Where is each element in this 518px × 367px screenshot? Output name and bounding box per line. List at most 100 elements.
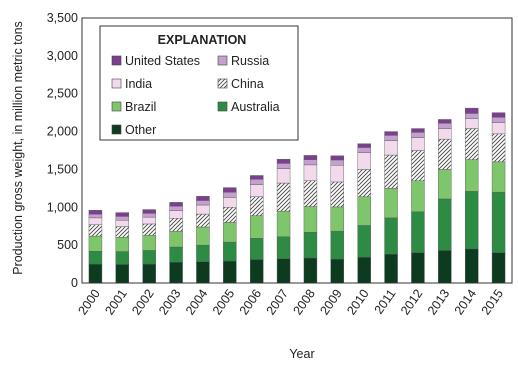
bar-segment	[169, 261, 183, 284]
bar-segment	[169, 230, 183, 248]
bar-segment	[438, 119, 452, 124]
bar-segment	[142, 213, 156, 218]
bar-segment	[249, 179, 264, 185]
bar-segment	[249, 175, 264, 180]
bar-segment	[384, 135, 398, 141]
legend-label: Other	[125, 123, 156, 137]
bar-segment	[491, 133, 506, 163]
bar-segment	[464, 118, 479, 129]
bar-segment	[88, 210, 103, 215]
x-tick-label: 2006	[237, 287, 264, 318]
bar-segment	[115, 251, 130, 265]
bar-segment	[276, 182, 291, 212]
bar-segment	[276, 168, 291, 184]
bar-segment	[438, 123, 452, 129]
y-tick-label: 1,000	[47, 200, 78, 214]
bar-segment	[142, 235, 156, 251]
bar-segment	[411, 180, 425, 213]
bar-segment	[223, 241, 237, 262]
x-tick-label: 2014	[452, 287, 479, 318]
bar-segment	[169, 218, 183, 232]
x-tick-label: 2005	[210, 287, 237, 318]
bar-segment	[438, 128, 452, 140]
bar-segment	[142, 209, 156, 214]
bar-segment	[491, 252, 506, 284]
bar-segment	[223, 197, 237, 208]
x-axis-ticks: 2000 2001 2002 2003 2004 2005 2006 2007 2008 2009…	[75, 287, 506, 318]
bar-segment	[330, 159, 345, 166]
legend-label: Russia	[231, 54, 269, 68]
bar-segment	[411, 132, 425, 138]
bar-segment	[115, 219, 130, 227]
legend-swatch	[111, 124, 122, 135]
y-tick-label: 2,500	[47, 87, 78, 101]
y-tick-label: 3,000	[47, 49, 78, 63]
bar-segment	[276, 258, 291, 284]
x-tick-label: 2011	[372, 287, 399, 317]
x-tick-label: 2002	[129, 287, 156, 318]
bar-segment	[411, 150, 425, 181]
bar-segment	[276, 163, 291, 169]
bar-segment	[384, 188, 398, 219]
bar-segment	[169, 205, 183, 211]
y-axis-title: Production gross weight, in million metr…	[11, 21, 25, 275]
x-tick-label: 2012	[398, 287, 425, 318]
bar-segment	[411, 128, 425, 133]
bar-segment	[223, 187, 237, 193]
bar-segment	[88, 213, 103, 219]
bar-segment	[303, 232, 318, 259]
bar-segment	[115, 236, 130, 252]
y-tick-label: 500	[57, 238, 78, 252]
bar-segment	[115, 212, 130, 217]
bar-segment	[411, 211, 425, 253]
bar-segment	[411, 252, 425, 284]
bar-segment	[330, 165, 345, 183]
bar-segment	[384, 154, 398, 189]
x-tick-label: 2007	[264, 287, 291, 318]
bar-segment	[411, 137, 425, 151]
bar-segment	[330, 230, 345, 260]
x-tick-label: 2001	[102, 287, 129, 318]
y-tick-label: 1,500	[47, 162, 78, 176]
bar-segment	[438, 198, 452, 251]
bar-segment	[438, 169, 452, 200]
bar-segment	[142, 223, 156, 236]
bar-segment	[303, 206, 318, 233]
legend-swatch	[111, 78, 122, 89]
bar-segment	[223, 207, 237, 223]
x-tick-label: 2003	[156, 287, 183, 318]
bar-segment	[491, 122, 506, 135]
bar-segment	[196, 244, 210, 262]
x-tick-label: 2010	[344, 287, 371, 318]
legend: EXPLANATION United States Russia India China…	[99, 25, 299, 141]
legend-swatch	[111, 55, 122, 66]
legend-swatch	[217, 101, 228, 112]
bar-segment	[223, 260, 237, 284]
bar-segment	[438, 138, 452, 170]
bar-segment	[384, 131, 398, 136]
bar-segment	[249, 215, 264, 239]
bar-segment	[276, 236, 291, 259]
bar-segment	[491, 116, 506, 123]
legend-label: India	[125, 77, 152, 91]
bar-segment	[196, 226, 210, 246]
legend-swatch	[217, 55, 228, 66]
bar-segment	[196, 204, 210, 215]
y-tick-label: 0	[71, 276, 78, 290]
bar-segment	[115, 226, 130, 238]
bar-segment	[303, 257, 318, 284]
y-axis-ticks: 0 500 1,000 1,500 2,000 2,500 3,000 3,500	[47, 11, 78, 290]
bar-segment	[303, 164, 318, 181]
bar-segment	[115, 216, 130, 221]
legend-label: China	[231, 77, 264, 91]
bar-segment	[491, 191, 506, 253]
bar-segment	[142, 216, 156, 225]
bar-segment	[357, 225, 371, 258]
bar-segment	[464, 128, 479, 160]
bar-segment	[384, 140, 398, 156]
legend-box	[99, 25, 299, 141]
bar-segment	[438, 250, 452, 284]
legend-label: United States	[125, 54, 200, 68]
bar-segment	[223, 191, 237, 198]
bar-segment	[276, 159, 291, 164]
